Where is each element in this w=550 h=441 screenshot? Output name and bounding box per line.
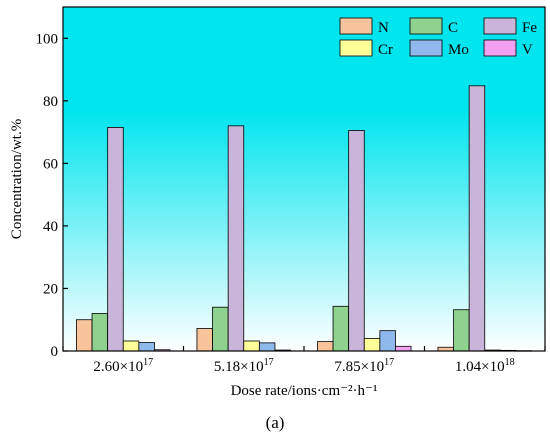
bar-c-2 xyxy=(212,306,229,352)
bar-v-3 xyxy=(395,345,412,352)
x-axis: 2.60×1017 5.18×1017 7.85×1017 1.04×1018 xyxy=(62,346,546,375)
legend-label-n: N xyxy=(378,20,389,36)
bar-n-3 xyxy=(317,341,334,352)
bar-c-4 xyxy=(453,309,470,352)
bar-fe-4 xyxy=(468,85,486,352)
x-axis-title: Dose rate/ions·cm⁻²·h⁻¹ xyxy=(231,383,378,399)
bar-cr-2 xyxy=(243,340,260,352)
x-tick-label: 2.60×1017 xyxy=(93,357,153,375)
bar-mo-3 xyxy=(379,330,396,352)
legend-swatch-n xyxy=(339,17,373,35)
x-tick-label: 1.04×1018 xyxy=(455,357,515,375)
legend-swatch-fe xyxy=(483,17,517,35)
legend: N C Fe Cr Mo V xyxy=(339,17,537,58)
legend-label-v: V xyxy=(522,42,533,58)
y-tick-label: 40 xyxy=(43,219,58,235)
legend-swatch-mo xyxy=(409,39,443,57)
x-tick-label: 5.18×1017 xyxy=(214,357,274,375)
y-tick-label: 20 xyxy=(43,281,58,297)
bar-mo-1 xyxy=(138,342,155,352)
bar-c-1 xyxy=(91,313,109,352)
bar-n-1 xyxy=(76,319,93,352)
y-tick-label: 80 xyxy=(43,94,58,110)
bar-cr-3 xyxy=(363,338,381,352)
bar-fe-3 xyxy=(348,130,365,352)
legend-swatch-v xyxy=(483,39,517,57)
figure-caption: (a) xyxy=(266,413,285,432)
bar-n-2 xyxy=(196,328,213,352)
x-tick-label: 7.85×1017 xyxy=(334,357,394,375)
legend-label-mo: Mo xyxy=(448,42,469,58)
y-tick-label: 0 xyxy=(51,344,59,360)
legend-label-cr: Cr xyxy=(378,42,393,58)
y-tick-label: 100 xyxy=(36,31,59,47)
y-axis-title: Concentration/wt.% xyxy=(9,119,25,239)
y-tick-label: 60 xyxy=(43,156,58,172)
legend-label-c: C xyxy=(448,20,458,36)
bar-fe-1 xyxy=(107,127,124,352)
legend-swatch-cr xyxy=(339,39,373,57)
y-axis: 0 20 40 60 80 100 xyxy=(36,31,68,360)
bar-cr-1 xyxy=(122,340,140,352)
legend-swatch-c xyxy=(409,17,443,35)
bar-c-3 xyxy=(332,305,350,352)
bar-fe-2 xyxy=(227,125,245,352)
bar-mo-2 xyxy=(258,342,276,352)
legend-label-fe: Fe xyxy=(522,20,537,36)
plot-background xyxy=(63,7,545,351)
